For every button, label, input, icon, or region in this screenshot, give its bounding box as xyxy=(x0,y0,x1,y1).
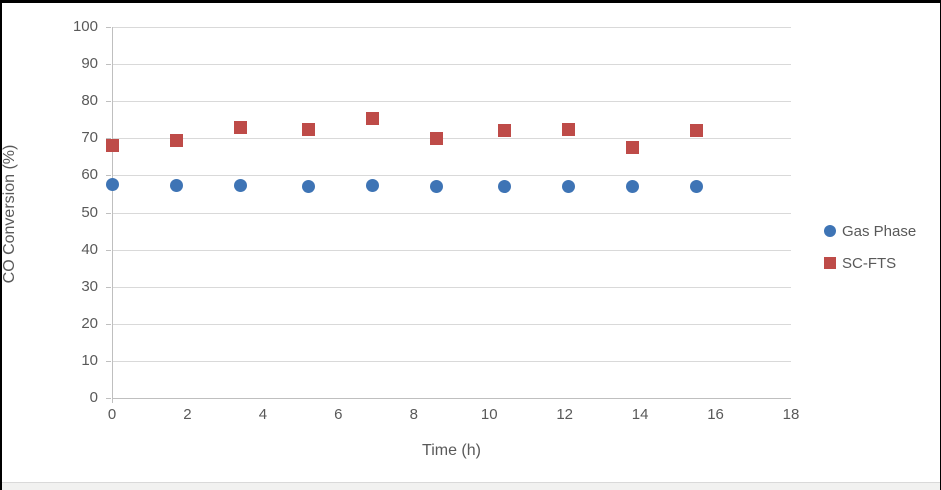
data-point-gas-phase xyxy=(429,179,443,193)
legend-item-sc-fts: SC-FTS xyxy=(824,251,916,275)
data-point-sc-fts xyxy=(497,124,511,138)
y-tick-label: 0 xyxy=(89,389,98,406)
x-axis-title: Time (h) xyxy=(422,442,481,459)
legend: Gas Phase SC-FTS xyxy=(824,219,916,283)
data-point-gas-phase xyxy=(561,180,575,194)
data-point-sc-fts xyxy=(690,124,704,138)
x-tick-label: 0 xyxy=(107,406,117,423)
y-tick-label: 100 xyxy=(72,18,98,35)
gridline-horizontal xyxy=(112,249,791,251)
data-point-sc-fts xyxy=(365,112,379,126)
y-axis-tick xyxy=(106,398,111,399)
gridline-horizontal xyxy=(112,175,791,177)
gridline-horizontal xyxy=(112,101,791,103)
y-axis-tick xyxy=(106,360,111,362)
x-tick-label: 18 xyxy=(782,406,800,423)
y-axis-tick xyxy=(106,175,111,177)
x-tick-label: 8 xyxy=(409,406,418,423)
data-point-gas-phase xyxy=(626,180,640,194)
data-point-gas-phase xyxy=(233,179,247,193)
x-tick-label: 4 xyxy=(258,406,268,423)
y-tick-label: 20 xyxy=(81,314,98,332)
y-axis-tick xyxy=(106,64,111,66)
y-tick-label: 10 xyxy=(81,351,98,369)
y-tick-label: 70 xyxy=(81,129,98,147)
y-axis-tick xyxy=(106,138,111,140)
x-tick-label: 2 xyxy=(183,406,192,423)
x-tick-label: 12 xyxy=(556,406,573,423)
y-axis-tick xyxy=(106,212,111,214)
gridline-horizontal xyxy=(112,360,791,362)
y-axis-line xyxy=(112,27,113,403)
y-tick-label: 30 xyxy=(81,277,98,295)
legend-label-gas-phase: Gas Phase xyxy=(842,222,917,240)
gridline-horizontal xyxy=(112,138,791,140)
y-axis-tick xyxy=(106,27,111,28)
y-tick-label: 60 xyxy=(81,166,98,184)
y-axis-title: CO Conversion (%) xyxy=(1,144,18,284)
data-point-gas-phase xyxy=(169,179,183,193)
x-tick-label: 6 xyxy=(334,406,343,423)
y-tick-label: 80 xyxy=(81,92,98,110)
x-tick-label: 10 xyxy=(480,406,498,423)
gas-phase-marker-icon xyxy=(824,225,836,237)
gridline-horizontal xyxy=(112,286,791,288)
x-tick-label: 16 xyxy=(707,406,724,423)
y-tick-label: 40 xyxy=(81,240,98,258)
data-point-sc-fts xyxy=(626,140,640,154)
data-point-sc-fts xyxy=(561,123,575,137)
data-point-sc-fts xyxy=(301,122,315,136)
data-point-gas-phase xyxy=(301,179,315,193)
page-bottom-strip xyxy=(2,482,940,490)
sc-fts-marker-icon xyxy=(824,257,836,269)
y-axis-tick xyxy=(106,286,111,288)
data-point-gas-phase xyxy=(690,180,704,194)
gridline-horizontal xyxy=(112,27,791,28)
gridline-horizontal xyxy=(112,64,791,66)
y-tick-label: 50 xyxy=(81,203,98,221)
data-point-gas-phase xyxy=(105,178,119,192)
gridline-horizontal xyxy=(112,212,791,214)
x-tick-label: 14 xyxy=(631,406,649,423)
data-point-sc-fts xyxy=(233,120,247,134)
data-point-gas-phase xyxy=(365,178,379,192)
legend-item-gas-phase: Gas Phase xyxy=(824,219,916,243)
y-tick-label: 90 xyxy=(81,55,98,73)
y-axis-tick xyxy=(106,249,111,251)
legend-label-sc-fts: SC-FTS xyxy=(842,254,897,272)
data-point-sc-fts xyxy=(169,133,183,147)
data-point-gas-phase xyxy=(497,180,511,194)
x-axis-line xyxy=(112,398,791,399)
y-axis-tick xyxy=(106,323,111,325)
y-axis-tick xyxy=(106,101,111,103)
data-point-sc-fts xyxy=(429,131,443,145)
data-point-sc-fts xyxy=(105,139,119,153)
gridline-horizontal xyxy=(112,323,791,325)
